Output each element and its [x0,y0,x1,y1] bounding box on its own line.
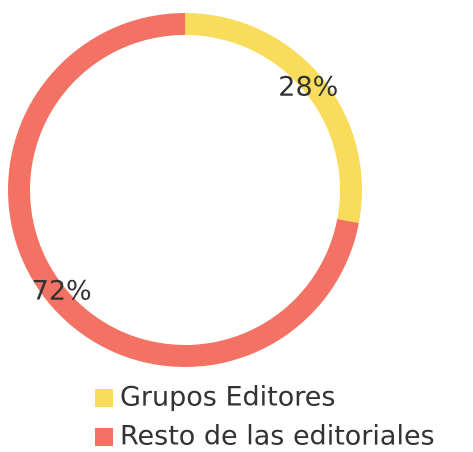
legend-swatch [95,389,113,407]
legend-label: Grupos Editores [120,382,335,413]
slice [185,13,363,224]
legend-label: Resto de las editoriales [120,421,435,452]
legend-swatch [95,428,113,446]
data-label: 72% [32,275,92,306]
data-label: 28% [278,72,338,103]
